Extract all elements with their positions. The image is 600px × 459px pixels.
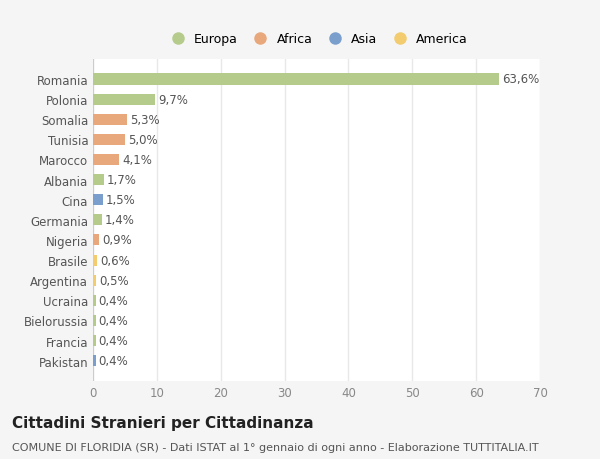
Text: 63,6%: 63,6% [502, 73, 539, 86]
Bar [93, 215, 102, 226]
Bar [93, 195, 103, 206]
Bar [93, 95, 155, 106]
Text: 1,7%: 1,7% [107, 174, 137, 187]
Text: 1,4%: 1,4% [105, 214, 135, 227]
Text: 5,3%: 5,3% [130, 113, 160, 126]
Text: 4,1%: 4,1% [122, 154, 152, 167]
Text: COMUNE DI FLORIDIA (SR) - Dati ISTAT al 1° gennaio di ogni anno - Elaborazione T: COMUNE DI FLORIDIA (SR) - Dati ISTAT al … [12, 442, 539, 452]
Text: 1,5%: 1,5% [106, 194, 136, 207]
Bar [93, 355, 95, 366]
Bar [93, 335, 95, 346]
Bar [93, 315, 95, 326]
Text: 0,4%: 0,4% [99, 314, 128, 327]
Bar [93, 74, 499, 85]
Text: 0,5%: 0,5% [100, 274, 129, 287]
Bar [93, 174, 104, 186]
Text: 0,4%: 0,4% [99, 294, 128, 307]
Bar [93, 134, 125, 146]
Text: 0,6%: 0,6% [100, 254, 130, 267]
Text: 5,0%: 5,0% [128, 134, 158, 146]
Text: 0,4%: 0,4% [99, 354, 128, 367]
Bar [93, 255, 97, 266]
Bar [93, 275, 96, 286]
Bar [93, 235, 99, 246]
Text: 0,9%: 0,9% [102, 234, 131, 247]
Text: 0,4%: 0,4% [99, 334, 128, 347]
Bar [93, 295, 95, 306]
Text: Cittadini Stranieri per Cittadinanza: Cittadini Stranieri per Cittadinanza [12, 415, 314, 431]
Text: 9,7%: 9,7% [158, 93, 188, 106]
Bar [93, 155, 119, 166]
Bar [93, 114, 127, 125]
Legend: Europa, Africa, Asia, America: Europa, Africa, Asia, America [163, 31, 470, 49]
